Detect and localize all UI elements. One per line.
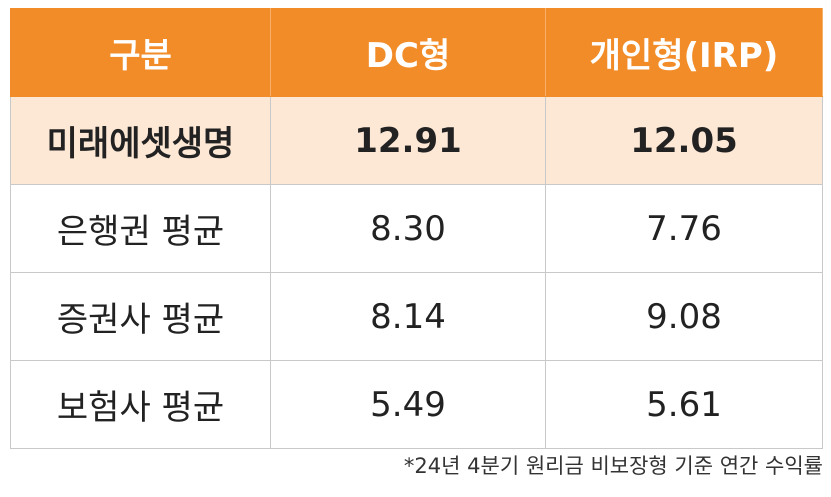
header-cell: DC형 bbox=[270, 8, 546, 97]
table-body: 미래에셋생명 12.91 12.05 은행권 평균 8.30 7.76 증권사 평균 8.14… bbox=[10, 96, 823, 449]
table-row: 은행권 평균 8.30 7.76 bbox=[10, 184, 823, 273]
table-row: 미래에셋생명 12.91 12.05 bbox=[10, 96, 823, 185]
value-cell: 12.05 bbox=[545, 96, 823, 185]
value-cell: 5.61 bbox=[545, 360, 823, 449]
header-row: 구분 DC형 개인형(IRP) bbox=[10, 8, 823, 97]
row-label: 증권사 평균 bbox=[10, 272, 271, 361]
row-label: 보험사 평균 bbox=[10, 360, 271, 449]
value-cell: 8.14 bbox=[270, 272, 546, 361]
table-row: 증권사 평균 8.14 9.08 bbox=[10, 272, 823, 361]
footnote: *24년 4분기 원리금 비보장형 기준 연간 수익률 bbox=[403, 454, 823, 478]
value-cell: 8.30 bbox=[270, 184, 546, 273]
header-cell: 구분 bbox=[10, 8, 271, 97]
value-cell: 5.49 bbox=[270, 360, 546, 449]
value-cell: 9.08 bbox=[545, 272, 823, 361]
table-header: 구분 DC형 개인형(IRP) bbox=[10, 8, 823, 97]
returns-table: 구분 DC형 개인형(IRP) 미래에셋생명 12.91 12.05 은행권 평균 8.30… bbox=[10, 8, 823, 449]
row-label: 은행권 평균 bbox=[10, 184, 271, 273]
value-cell: 12.91 bbox=[270, 96, 546, 185]
table-row: 보험사 평균 5.49 5.61 bbox=[10, 360, 823, 449]
value-cell: 7.76 bbox=[545, 184, 823, 273]
row-label: 미래에셋생명 bbox=[10, 96, 271, 185]
header-cell: 개인형(IRP) bbox=[545, 8, 823, 97]
